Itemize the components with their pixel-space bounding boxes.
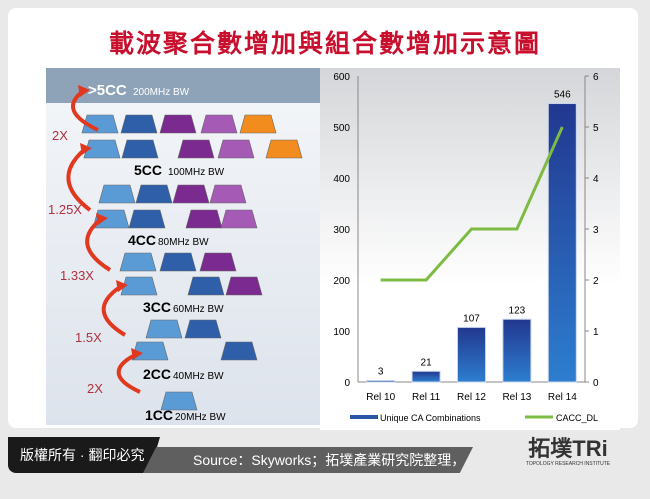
carrier-block (220, 341, 258, 361)
carrier-block (217, 139, 255, 159)
y-right-tick: 4 (593, 174, 599, 185)
level-bw: 80MHz BW (158, 237, 209, 248)
data-label: 21 (421, 357, 433, 368)
arrow-head-icon (116, 280, 128, 292)
level-label: 2CC (143, 366, 171, 382)
slide-title: 載波聚合數增加與組合數增加示意圖 (108, 29, 541, 58)
source-note: Source：Skyworks；拓墣產業研究院整理，2019/01 (143, 447, 473, 473)
y-right-tick: 6 (593, 72, 599, 83)
carrier-block (184, 319, 222, 339)
curved-arrow-icon (71, 90, 99, 132)
carrier-block (119, 252, 157, 272)
carrier-block (209, 184, 247, 204)
legend-bar-label: Unique CA Combinations (380, 413, 481, 423)
level-label: 4CC (128, 232, 156, 248)
x-tick: Rel 11 (412, 392, 441, 403)
level-bw: 40MHz BW (173, 371, 224, 382)
curved-arrow-icon (85, 218, 112, 272)
bar-rel-13 (502, 318, 532, 383)
carrier-block (187, 276, 225, 296)
carrier-block (145, 319, 183, 339)
level-bw: 60MHz BW (173, 304, 224, 315)
curved-arrow-icon (66, 148, 92, 212)
y-right-tick: 0 (593, 378, 599, 389)
y-right-tick: 5 (593, 123, 599, 134)
carrier-aggregation-diagram: >5CC 200MHz BW 5CC 100MHz BW 4CC 80MHz B… (46, 68, 320, 425)
level-bw: 20MHz BW (175, 412, 226, 423)
bar-rel-11 (411, 370, 441, 383)
legend-swatch-bar (350, 415, 378, 419)
arrow-head-icon (96, 213, 108, 225)
data-label: 546 (554, 90, 571, 101)
y-right-tick: 3 (593, 225, 599, 236)
cacc-dl-line (380, 126, 564, 282)
level-bw: 200MHz BW (133, 87, 190, 98)
carrier-block (177, 139, 215, 159)
level-label: 5CC (134, 162, 162, 178)
y-right-tick: 1 (593, 327, 599, 338)
carrier-block (128, 209, 166, 229)
carrier-block (225, 276, 263, 296)
level-label: >5CC (88, 82, 127, 99)
carrier-block (159, 114, 197, 134)
multiplier-label: 1.25X (48, 202, 82, 217)
x-tick: Rel 10 (366, 392, 395, 403)
arrow-head-icon (131, 348, 143, 360)
level-label: 3CC (143, 299, 171, 315)
footer: 版權所有 · 翻印必究 Source：Skyworks；拓墣產業研究院整理，20… (8, 437, 638, 473)
arrow-head-icon (78, 85, 90, 97)
y-left-tick: 400 (333, 174, 350, 185)
carrier-block (172, 184, 210, 204)
bar-rel-10 (366, 379, 396, 383)
carrier-block (265, 139, 303, 159)
carrier-block (185, 209, 223, 229)
data-label: 3 (378, 366, 384, 377)
carrier-block (120, 276, 158, 296)
bar-rel-14 (547, 103, 577, 383)
level-label: 1CC (145, 407, 173, 423)
y-left-tick: 300 (333, 225, 350, 236)
legend-line-label: CACC_DL (556, 413, 598, 423)
y-right-tick: 2 (593, 276, 599, 287)
data-label: 107 (463, 313, 480, 324)
carrier-block (200, 114, 238, 134)
multiplier-label: 2X (52, 128, 68, 143)
y-left-tick: 200 (333, 276, 350, 287)
y-left-tick: 600 (333, 72, 350, 83)
carrier-block (135, 184, 173, 204)
multiplier-label: 1.5X (75, 330, 102, 345)
data-label: 123 (509, 305, 526, 316)
curved-arrow-icon (116, 353, 141, 394)
arrow-head-icon (80, 143, 92, 155)
carrier-block (160, 391, 198, 411)
curved-arrow-icon (101, 285, 127, 337)
tri-logo: 拓墣TRi TOPOLOGY RESEARCH INSTITUTE (525, 436, 611, 468)
copyright-notice: 版權所有 · 翻印必究 (8, 437, 160, 473)
carrier-block (199, 252, 237, 272)
x-tick: Rel 13 (502, 392, 531, 403)
carrier-block (239, 114, 277, 134)
carrier-block (120, 114, 158, 134)
x-tick: Rel 12 (457, 392, 486, 403)
multiplier-label: 2X (87, 381, 103, 396)
y-left-tick: 500 (333, 123, 350, 134)
y-left-tick: 100 (333, 327, 350, 338)
x-tick: Rel 14 (548, 392, 577, 403)
level-bw: 100MHz BW (168, 167, 225, 178)
carrier-block (98, 184, 136, 204)
multiplier-label: 1.33X (60, 268, 94, 283)
carrier-block (220, 209, 258, 229)
carrier-block (159, 252, 197, 272)
carrier-block (121, 139, 159, 159)
bar-rel-12 (457, 326, 486, 383)
ca-combinations-chart: 0 100 200 300 400 500 600 0 1 2 3 4 5 6 3 Rel 10 21 Rel 1… (320, 68, 620, 430)
y-left-tick: 0 (344, 378, 350, 389)
